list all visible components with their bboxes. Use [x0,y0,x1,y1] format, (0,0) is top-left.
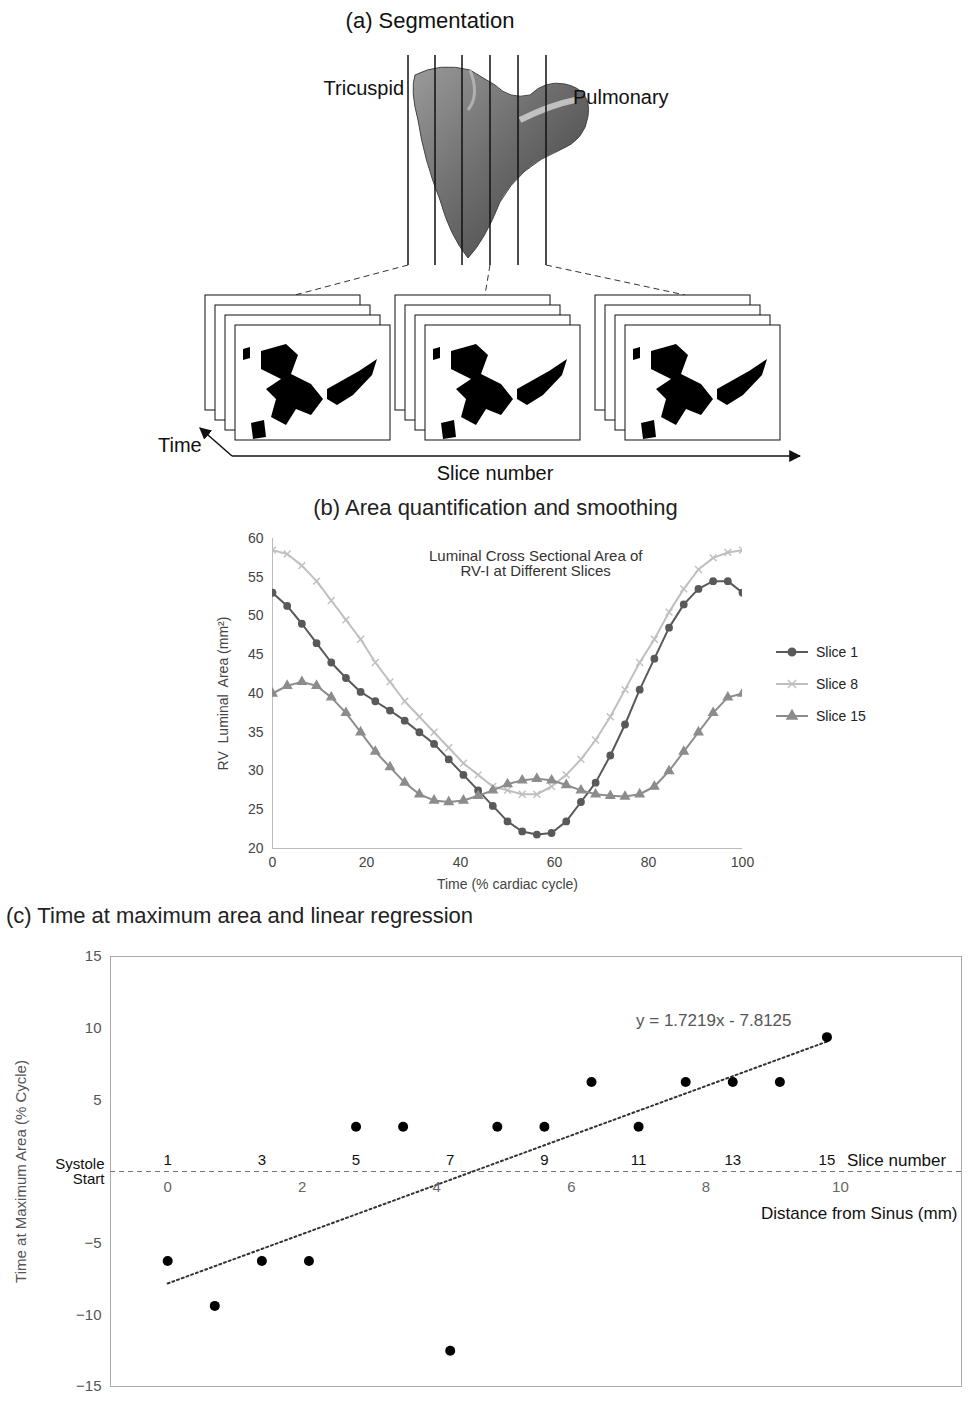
svg-text:Distance from Sinus (mm): Distance from Sinus (mm) [761,1204,957,1223]
svg-text:20: 20 [359,854,375,870]
svg-text:10: 10 [832,1178,849,1195]
svg-text:Tricuspid: Tricuspid [324,77,404,99]
svg-text:35: 35 [248,724,264,740]
html-text:Slice 1: Slice 1 [816,644,858,660]
svg-text:15: 15 [819,1151,836,1168]
html-text:Slice 8: Slice 8 [816,676,858,692]
svg-text:60: 60 [547,854,563,870]
svg-text:20: 20 [248,840,264,856]
svg-text:80: 80 [641,854,657,870]
svg-text:RV Luminal Area (mm²): RV Luminal Area (mm²) [215,617,231,771]
svg-text:25: 25 [248,801,264,817]
svg-text:30: 30 [248,762,264,778]
svg-text:100: 100 [731,854,755,870]
svg-text:Pulmonary: Pulmonary [573,86,669,108]
svg-text:Time: Time [158,434,202,456]
svg-text:3: 3 [258,1151,266,1168]
svg-text:10: 10 [85,1019,102,1036]
svg-text:55: 55 [248,569,264,585]
html-text:(b) Area quantification and sm: (b) Area quantification and smoothing [313,495,678,520]
svg-text:7: 7 [446,1151,454,1168]
html-text:(c) Time at maximum area and l: (c) Time at maximum area and linear regr… [6,903,474,928]
svg-text:40: 40 [248,685,264,701]
svg-text:y = 1.7219x - 7.8125: y = 1.7219x - 7.8125 [636,1011,791,1030]
svg-text:Slice number: Slice number [847,1151,947,1170]
svg-text:(a) Segmentation: (a) Segmentation [346,8,515,33]
svg-text:13: 13 [724,1151,741,1168]
svg-text:−5: −5 [84,1234,101,1251]
svg-text:8: 8 [702,1178,710,1195]
svg-text:50: 50 [248,607,264,623]
svg-text:11: 11 [631,1151,647,1168]
svg-text:0: 0 [164,1178,172,1195]
svg-text:−10: −10 [76,1306,101,1323]
svg-text:1: 1 [164,1151,172,1168]
svg-text:4: 4 [433,1178,441,1195]
svg-text:0: 0 [269,854,277,870]
html-text:Slice 15: Slice 15 [816,708,866,724]
svg-text:−15: −15 [76,1377,101,1394]
svg-text:Time at Maximum Area (% Cycle): Time at Maximum Area (% Cycle) [12,1060,29,1283]
svg-text:Luminal Cross Sectional Area o: Luminal Cross Sectional Area ofRV-I at D… [429,547,643,579]
svg-text:9: 9 [540,1151,548,1168]
svg-text:5: 5 [93,1091,101,1108]
svg-text:60: 60 [248,530,264,546]
svg-text:Time (% cardiac cycle): Time (% cardiac cycle) [437,876,578,892]
svg-text:15: 15 [85,947,102,964]
svg-text:5: 5 [352,1151,360,1168]
svg-text:SystoleStart: SystoleStart [55,1155,105,1187]
svg-text:45: 45 [248,646,264,662]
svg-text:6: 6 [567,1178,575,1195]
svg-text:40: 40 [453,854,469,870]
svg-text:Slice number: Slice number [437,462,554,484]
svg-text:2: 2 [298,1178,306,1195]
